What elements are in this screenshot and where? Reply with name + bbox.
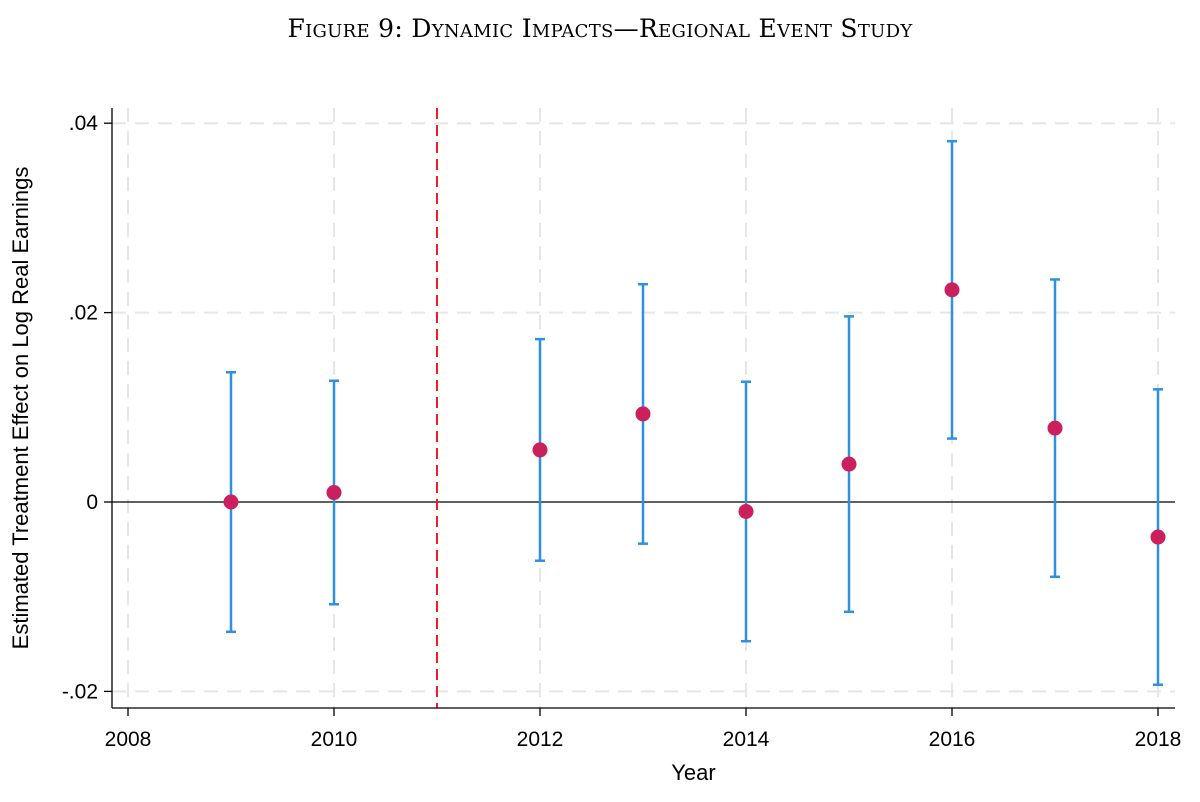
point-estimate [1047, 420, 1063, 436]
x-tick-label: 2010 [311, 728, 358, 751]
point-estimate [738, 503, 754, 519]
y-tick-label: 0 [86, 491, 98, 514]
y-axis-title: Estimated Treatment Effect on Log Real E… [8, 167, 33, 650]
y-tick-label: .04 [69, 112, 99, 135]
x-tick-label: 2012 [517, 728, 564, 751]
x-tick-label: 2014 [723, 728, 770, 751]
y-tick-label: -.02 [62, 680, 98, 703]
figure-title: Figure 9: Dynamic Impacts—Regional Event… [287, 14, 913, 43]
point-estimates [223, 282, 1166, 545]
point-estimate [1150, 529, 1166, 545]
point-estimate [635, 406, 651, 422]
point-estimate [326, 485, 342, 501]
x-tick-label: 2018 [1135, 728, 1182, 751]
axes [104, 108, 1175, 716]
point-estimate [841, 456, 857, 472]
x-tick-label: 2016 [929, 728, 976, 751]
point-estimate [223, 494, 239, 510]
x-axis-title: Year [671, 760, 715, 785]
point-estimate [532, 442, 548, 458]
y-tick-label: .02 [69, 302, 98, 325]
axis-labels: -.02 0 .02 .04 2008 2010 2012 2014 2016 2018 Year E… [8, 112, 1181, 785]
point-estimate [944, 282, 960, 298]
confidence-intervals [226, 139, 1163, 687]
x-tick-label: 2008 [105, 728, 152, 751]
